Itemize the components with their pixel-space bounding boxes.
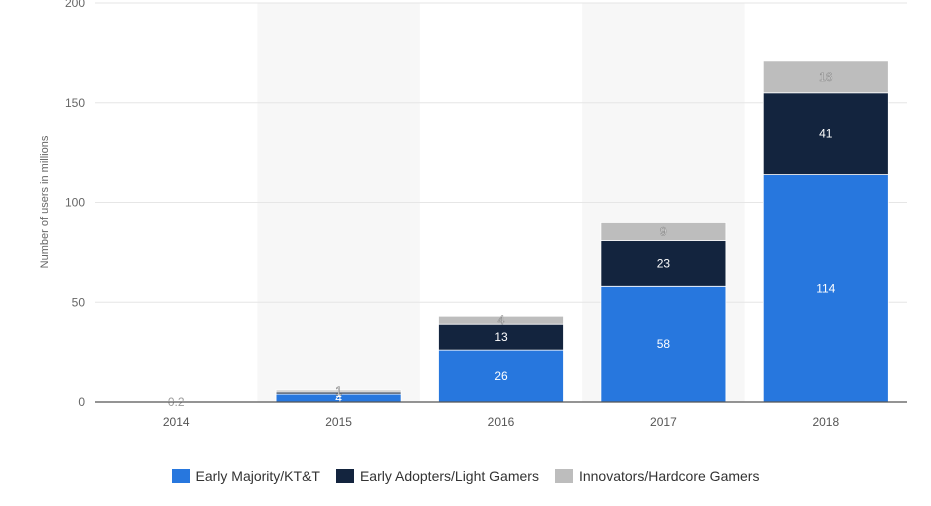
data-label: 9 xyxy=(660,224,667,238)
x-axis: 2014 2015 2016 2017 2018 xyxy=(95,401,907,429)
y-tick-label: 150 xyxy=(65,96,85,110)
bar-segment xyxy=(600,240,727,287)
data-label: 16 xyxy=(819,70,833,84)
legend-swatch xyxy=(171,469,190,483)
legend-item[interactable]: Early Majority/KT&T xyxy=(171,468,320,484)
stacked-bar-chart: 0 50 100 150 200 Number of users in millions… xyxy=(39,0,907,429)
legend: Early Majority/KT&T Early Adopters/Light … xyxy=(0,468,931,484)
data-label: 23 xyxy=(657,256,671,270)
data-label: 26 xyxy=(494,369,508,383)
data-label: 41 xyxy=(819,127,833,141)
legend-swatch xyxy=(554,469,573,483)
legend-item[interactable]: Innovators/Hardcore Gamers xyxy=(554,468,760,484)
y-tick-label: 200 xyxy=(65,0,85,10)
data-label: 1 xyxy=(335,384,342,398)
legend-label: Early Majority/KT&T xyxy=(195,468,320,484)
bar-segment xyxy=(275,389,402,393)
legend-item[interactable]: Early Adopters/Light Gamers xyxy=(335,468,539,484)
data-label: 13 xyxy=(494,330,508,344)
x-tick-label: 2018 xyxy=(812,415,839,429)
data-label: 4 xyxy=(335,391,342,405)
x-tick-label: 2016 xyxy=(488,415,515,429)
legend-swatch xyxy=(335,469,354,483)
legend-label: Innovators/Hardcore Gamers xyxy=(578,468,760,484)
data-label: 1 xyxy=(335,386,342,400)
legend-label: Early Adopters/Light Gamers xyxy=(359,468,539,484)
bar-segment xyxy=(762,92,889,175)
bar-segment xyxy=(438,315,564,325)
data-label: 114 xyxy=(816,281,835,295)
y-tick-label: 50 xyxy=(72,295,86,309)
y-axis-label: Number of users in millions xyxy=(39,135,51,268)
x-tick-label: 2015 xyxy=(325,415,352,429)
y-tick-label: 100 xyxy=(65,196,85,210)
data-label: 4 xyxy=(498,313,505,327)
bar-segment xyxy=(762,60,889,94)
bar-segment xyxy=(600,285,727,403)
y-axis-ticks: 0 50 100 150 200 xyxy=(65,0,85,409)
bar-segment xyxy=(600,222,727,241)
x-tick-label: 2014 xyxy=(163,415,190,429)
y-tick-label: 0 xyxy=(78,395,85,409)
x-tick-label: 2017 xyxy=(650,415,677,429)
data-label: 58 xyxy=(657,337,671,351)
